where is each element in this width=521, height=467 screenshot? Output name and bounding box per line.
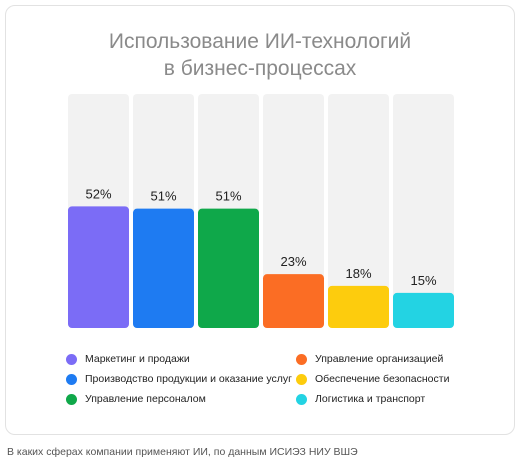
legend-label-3: Управление персоналом (85, 393, 206, 405)
bar-value-label-5: 18% (345, 266, 371, 281)
legend-item-1: Маркетинг и продажи (66, 353, 190, 365)
bar-5 (328, 285, 389, 328)
bar-6 (393, 292, 454, 328)
legend-label-5: Обеспечение безопасности (315, 373, 450, 385)
legend-swatch-2 (66, 373, 77, 385)
legend-item-5: Обеспечение безопасности (296, 373, 449, 385)
chart-title: Использование ИИ-технологий в бизнес-про… (6, 28, 514, 82)
legend-item-6: Логистика и транспорт (296, 393, 425, 405)
legend-swatch-3 (66, 393, 77, 405)
bar-track-6 (393, 94, 454, 328)
chart-title-line-2: в бизнес-процессах (163, 57, 357, 80)
legend-swatch-1 (66, 353, 77, 365)
legend-item-2: Производство продукции и оказание услуг (66, 373, 292, 385)
bar-value-label-1: 52% (85, 186, 111, 201)
legend-swatch-4 (296, 353, 307, 365)
chart-card: Использование ИИ-технологий в бизнес-про… (5, 5, 515, 435)
legend-label-1: Маркетинг и продажи (85, 353, 190, 365)
legend-item-3: Управление персоналом (66, 393, 206, 405)
legend-label-6: Логистика и транспорт (315, 393, 426, 405)
chart-legend: Маркетинг и продажи Производство продукци… (66, 353, 486, 413)
bar-value-label-2: 51% (150, 189, 176, 204)
bar-chart: 52% 51% 51% 23% 18% 15% (68, 94, 454, 328)
bar-1 (68, 206, 129, 328)
legend-label-2: Производство продукции и оказание услуг (85, 373, 292, 385)
bar-value-label-3: 51% (215, 189, 241, 204)
legend-item-4: Управление организацией (296, 353, 443, 365)
bar-track-5 (328, 94, 389, 328)
bar-value-label-4: 23% (280, 254, 306, 269)
bar-4 (263, 274, 324, 328)
bar-2 (133, 208, 194, 328)
legend-label-4: Управление организацией (315, 353, 444, 365)
bar-value-label-6: 15% (410, 273, 436, 288)
bar-3 (198, 208, 259, 328)
legend-swatch-6 (296, 393, 307, 405)
figure-caption: В каких сферах компании применяют ИИ, по… (7, 446, 358, 458)
legend-swatch-5 (296, 373, 307, 385)
bar-track-4 (263, 94, 324, 328)
chart-title-line-1: Использование ИИ-технологий (108, 30, 412, 53)
